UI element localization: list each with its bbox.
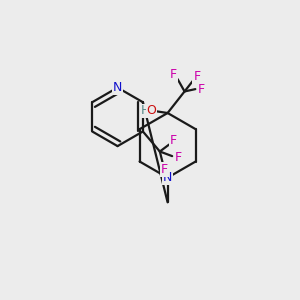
Text: F: F bbox=[170, 134, 177, 147]
Text: F: F bbox=[161, 164, 168, 176]
Text: H: H bbox=[141, 104, 150, 117]
Text: O: O bbox=[146, 104, 156, 117]
Text: N: N bbox=[163, 171, 172, 184]
Text: F: F bbox=[198, 83, 205, 96]
Text: F: F bbox=[193, 70, 200, 83]
Text: N: N bbox=[113, 81, 122, 94]
Text: F: F bbox=[170, 68, 177, 81]
Text: F: F bbox=[175, 151, 182, 164]
